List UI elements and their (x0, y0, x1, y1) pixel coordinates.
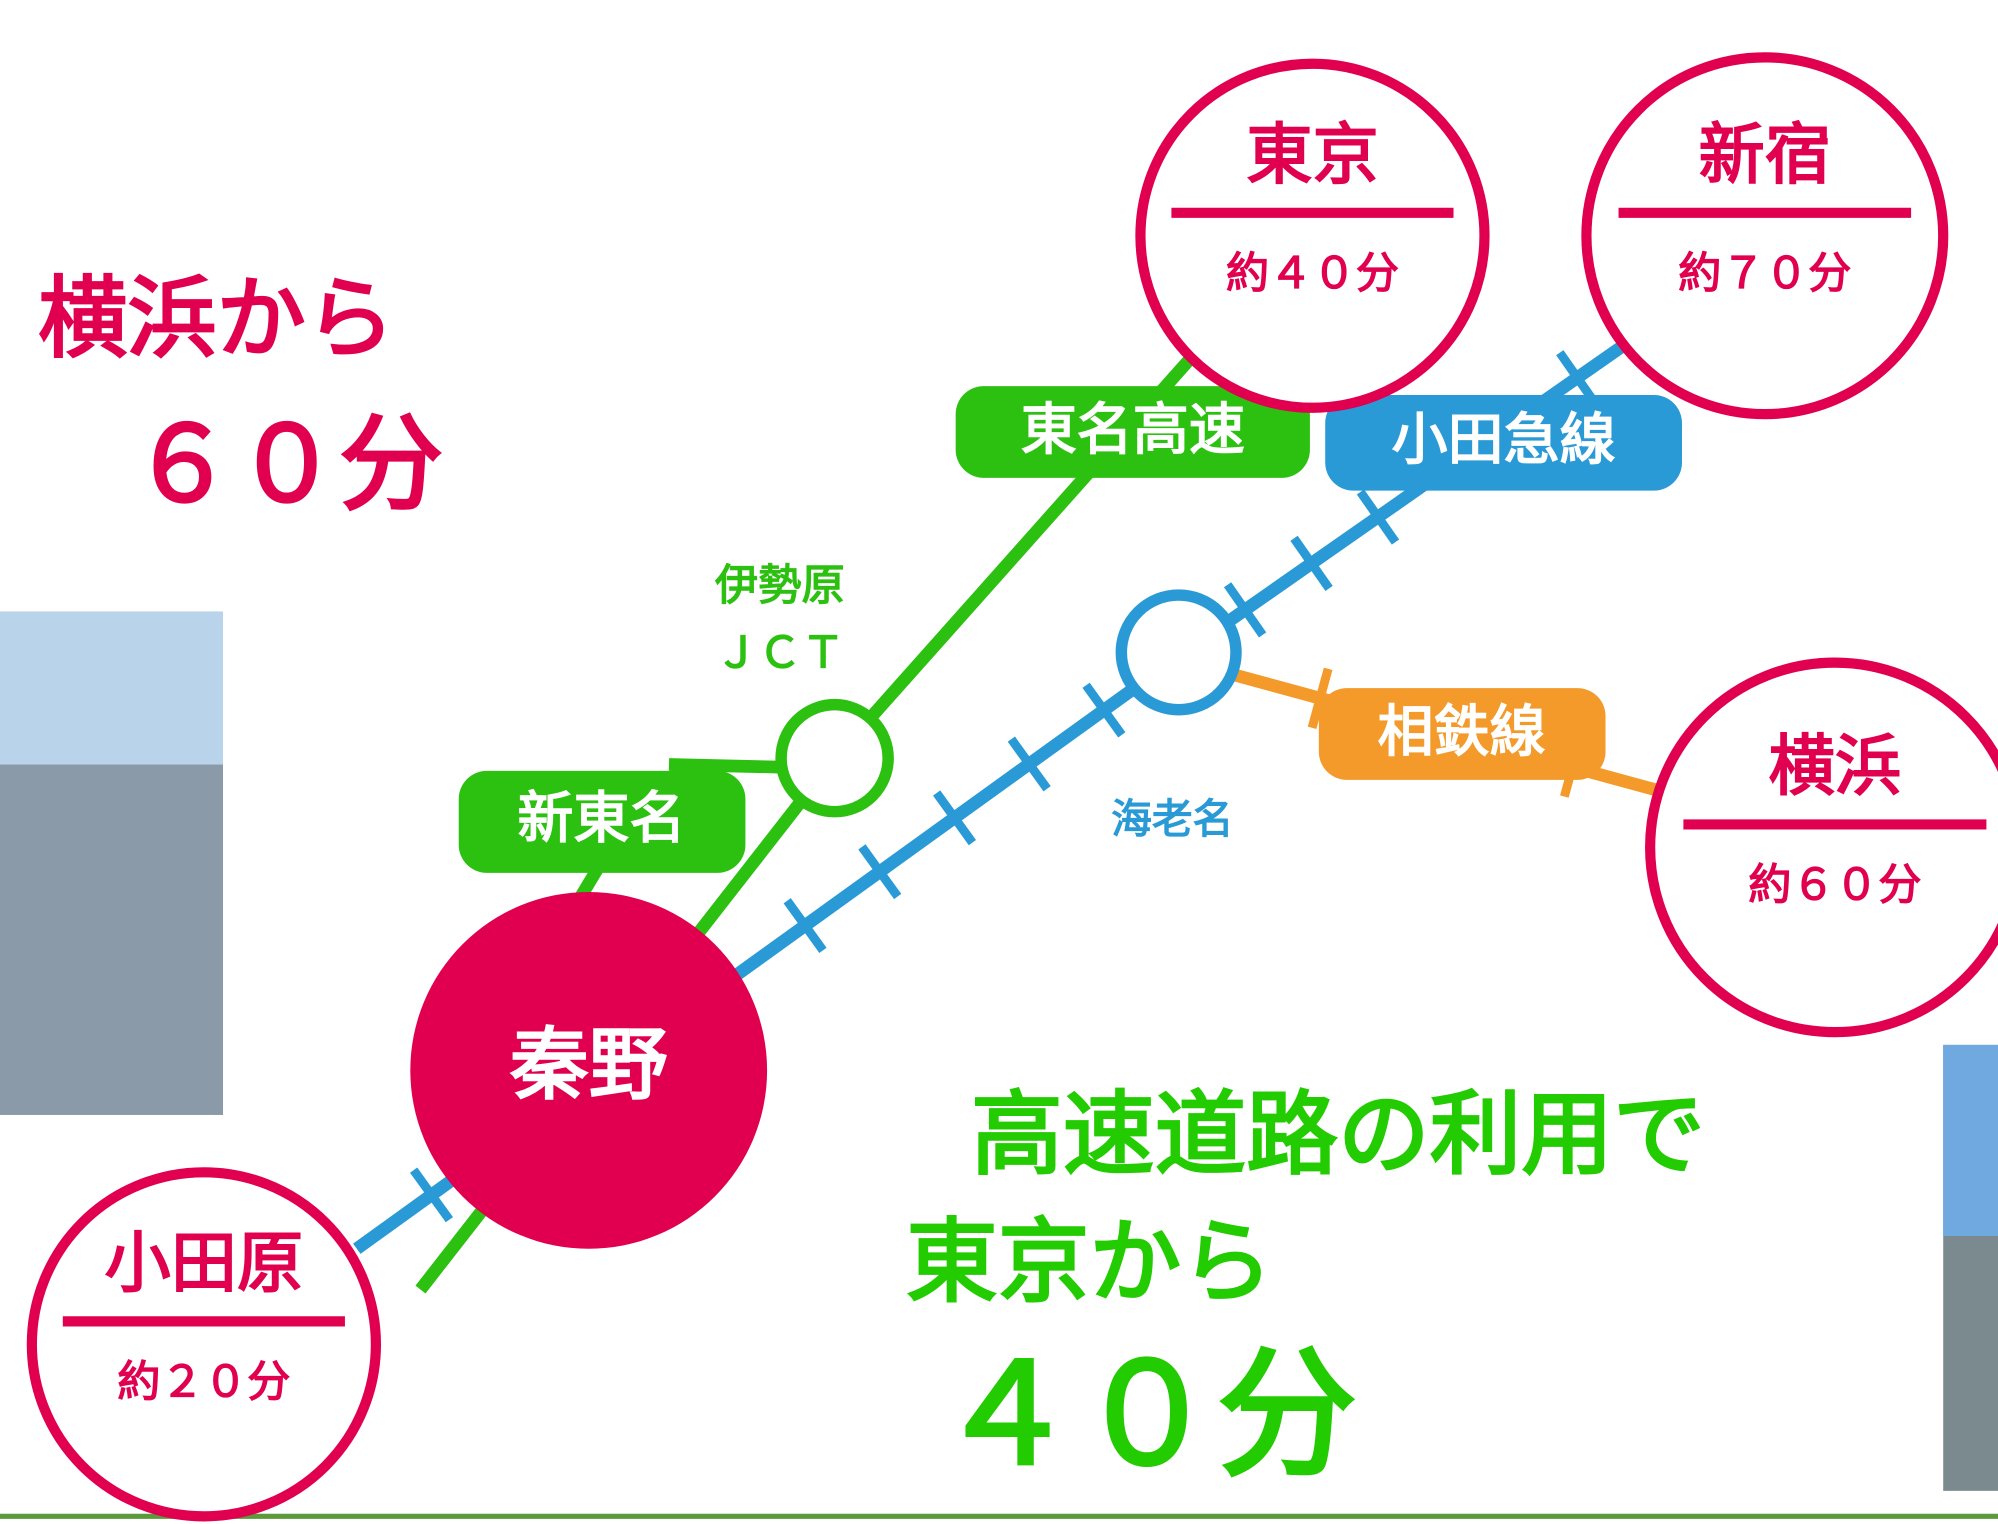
headline: ４０分 (937, 1334, 1357, 1497)
rail-tick (1294, 538, 1329, 588)
destination-time: 約２０分 (117, 1358, 290, 1408)
destination-time: 約７０分 (1678, 249, 1851, 299)
headline: 高速道路の利用で (971, 1081, 1705, 1188)
rail-tick (862, 847, 898, 897)
destination-name: 新宿 (1699, 115, 1832, 193)
center-label: 秦野 (509, 1019, 668, 1111)
access-map: 伊勢原 ＪＣＴ 海老名 東名高速 小田急線 新東名 相鉄線 秦野 東京約４０分 新… (0, 0, 1998, 1524)
rail-tick (937, 793, 973, 843)
rail-tick (787, 901, 823, 951)
destination-time: 約４０分 (1226, 249, 1399, 299)
route-label: 新東名 (517, 787, 685, 852)
rail-tick (1086, 685, 1122, 735)
destination-name: 小田原 (104, 1224, 303, 1302)
destination-name: 横浜 (1769, 727, 1902, 805)
ebina-label: 海老名 (1111, 795, 1233, 843)
photo-sky (0, 612, 223, 765)
headline: 横浜から (38, 267, 395, 371)
destination-name: 東京 (1246, 115, 1379, 193)
rail-tick (1360, 492, 1395, 542)
rail-tick (1011, 739, 1047, 789)
destination-circle (1586, 57, 1943, 414)
shintomei-link (669, 765, 780, 768)
headline: ６０分 (130, 403, 443, 525)
headline: 東京から (906, 1208, 1273, 1315)
route-label: 東名高速 (1021, 398, 1245, 463)
route-label: 相鉄線 (1377, 700, 1545, 765)
jct-label: ＪＣＴ (715, 629, 845, 679)
rail-tick (414, 1170, 450, 1220)
ebina-circle (1121, 595, 1236, 710)
destination-time: 約６０分 (1748, 861, 1921, 911)
jct-circle (781, 705, 888, 812)
destination-circle (1650, 663, 1998, 1033)
photo-sky (1943, 1045, 1998, 1236)
jct-label: 伊勢原 (714, 561, 845, 611)
route-label: 小田急線 (1391, 408, 1615, 473)
